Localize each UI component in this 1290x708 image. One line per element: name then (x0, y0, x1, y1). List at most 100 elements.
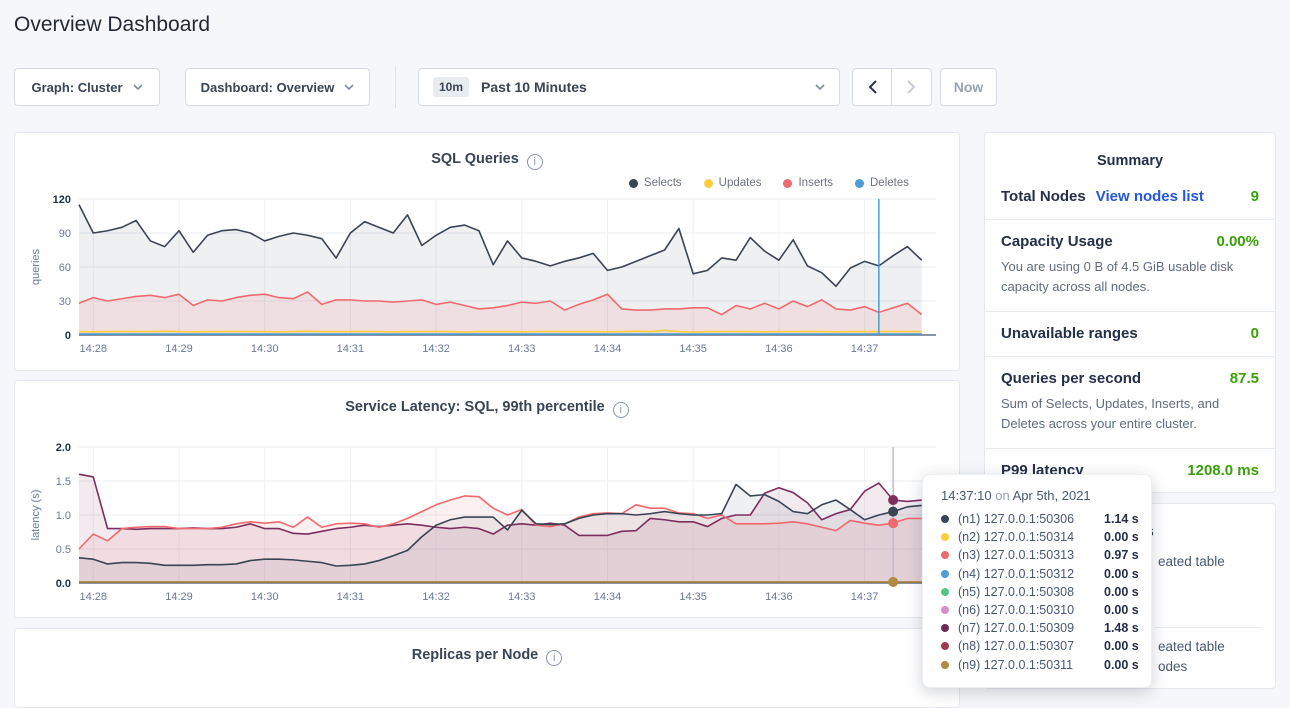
svg-text:14:34: 14:34 (594, 343, 622, 355)
series-dot (941, 642, 949, 650)
svg-text:14:31: 14:31 (337, 343, 365, 355)
summary-panel: Summary Total Nodes View nodes list 9 Ca… (984, 132, 1276, 493)
svg-text:queries: queries (30, 248, 42, 285)
page-title: Overview Dashboard (14, 13, 210, 37)
time-range-label: Past 10 Minutes (481, 79, 587, 95)
summary-row-total-nodes: Total Nodes View nodes list 9 (985, 175, 1275, 220)
svg-text:0.0: 0.0 (56, 578, 71, 590)
capacity-description: You are using 0 B of 4.5 GiB usable disk… (1001, 257, 1259, 297)
series-dot (941, 515, 949, 523)
chevron-down-icon (344, 84, 354, 90)
svg-text:90: 90 (59, 228, 71, 240)
tooltip-node-value: 0.00 s (1104, 585, 1139, 599)
time-range-dropdown[interactable]: 10m Past 10 Minutes (418, 68, 840, 106)
sql-queries-plot[interactable]: 030609012014:2814:2914:3014:3114:3214:33… (15, 133, 961, 372)
svg-text:14:29: 14:29 (165, 343, 193, 355)
total-nodes-label: Total Nodes (1001, 188, 1086, 205)
svg-text:14:28: 14:28 (80, 591, 108, 603)
replicas-per-node-title: Replicas per Nodei (15, 647, 959, 666)
svg-text:14:30: 14:30 (251, 591, 279, 603)
tooltip-node-address: (n1) 127.0.0.1:50306 (958, 512, 1104, 526)
series-dot (941, 606, 949, 614)
tooltip-node-address: (n6) 127.0.0.1:50310 (958, 603, 1104, 617)
time-range-badge: 10m (433, 77, 469, 97)
series-dot (941, 661, 949, 669)
dashboard-dropdown[interactable]: Dashboard: Overview (185, 68, 370, 106)
tooltip-node-value: 1.48 s (1104, 621, 1139, 635)
capacity-value: 0.00% (1216, 233, 1259, 250)
tooltip-node-row: (n2) 127.0.0.1:503140.00 s (941, 528, 1151, 546)
replicas-per-node-card: Replicas per Nodei (14, 628, 960, 708)
graph-dropdown-label: Graph: Cluster (31, 80, 122, 95)
svg-text:1.5: 1.5 (56, 476, 71, 488)
svg-text:14:35: 14:35 (679, 591, 707, 603)
tooltip-node-row: (n9) 127.0.0.1:503110.00 s (941, 656, 1151, 674)
tooltip-node-address: (n7) 127.0.0.1:50309 (958, 621, 1104, 635)
events-divider (1155, 627, 1261, 628)
unavailable-ranges-value: 0 (1251, 325, 1259, 342)
dashboard-dropdown-label: Dashboard: Overview (201, 80, 335, 95)
tooltip-node-value: 0.97 s (1104, 548, 1139, 562)
tooltip-node-value: 1.14 s (1104, 512, 1139, 526)
svg-text:14:36: 14:36 (765, 591, 793, 603)
series-dot (941, 624, 949, 632)
series-dot (941, 570, 949, 578)
total-nodes-value: 9 (1251, 188, 1259, 205)
tooltip-node-address: (n4) 127.0.0.1:50312 (958, 567, 1104, 581)
tooltip-node-value: 0.00 s (1104, 639, 1139, 653)
tooltip-node-row: (n6) 127.0.0.1:503100.00 s (941, 601, 1151, 619)
service-latency-plot[interactable]: 0.00.51.01.52.014:2814:2914:3014:3114:32… (15, 381, 961, 619)
svg-text:14:31: 14:31 (337, 591, 365, 603)
svg-text:60: 60 (59, 262, 71, 274)
svg-text:0: 0 (65, 330, 71, 342)
p99-latency-value: 1208.0 ms (1187, 462, 1259, 479)
chevron-right-icon (907, 80, 916, 94)
svg-text:14:29: 14:29 (165, 591, 193, 603)
qps-description: Sum of Selects, Updates, Inserts, and De… (1001, 394, 1259, 434)
time-forward-button[interactable] (892, 68, 932, 106)
unavailable-ranges-label: Unavailable ranges (1001, 325, 1138, 342)
summary-row-qps: Queries per second 87.5 Sum of Selects, … (985, 357, 1275, 449)
svg-text:14:28: 14:28 (80, 343, 108, 355)
svg-text:14:35: 14:35 (679, 343, 707, 355)
series-dot (941, 551, 949, 559)
event-text-fragment[interactable]: odes (1158, 659, 1187, 674)
svg-text:0.5: 0.5 (56, 544, 71, 556)
qps-value: 87.5 (1230, 370, 1259, 387)
tooltip-node-row: (n1) 127.0.0.1:503061.14 s (941, 510, 1151, 528)
svg-text:2.0: 2.0 (56, 442, 71, 454)
svg-text:14:33: 14:33 (508, 591, 536, 603)
chevron-left-icon (868, 80, 877, 94)
series-dot (941, 533, 949, 541)
time-back-button[interactable] (852, 68, 892, 106)
graph-dropdown[interactable]: Graph: Cluster (14, 68, 160, 106)
svg-text:14:32: 14:32 (422, 343, 450, 355)
tooltip-node-row: (n8) 127.0.0.1:503070.00 s (941, 637, 1151, 655)
tooltip-node-address: (n2) 127.0.0.1:50314 (958, 530, 1104, 544)
svg-text:latency (s): latency (s) (30, 490, 42, 541)
summary-heading: Summary (985, 133, 1275, 175)
tooltip-node-row: (n5) 127.0.0.1:503080.00 s (941, 583, 1151, 601)
tooltip-node-value: 0.00 s (1104, 530, 1139, 544)
info-icon[interactable]: i (546, 650, 562, 666)
now-button[interactable]: Now (940, 68, 997, 106)
tooltip-node-address: (n3) 127.0.0.1:50313 (958, 548, 1104, 562)
series-dot (941, 588, 949, 596)
chart-hover-tooltip: 14:37:10 on Apr 5th, 2021 (n1) 127.0.0.1… (922, 474, 1152, 688)
capacity-label: Capacity Usage (1001, 233, 1113, 250)
svg-text:14:30: 14:30 (251, 343, 279, 355)
event-text-fragment[interactable]: eated table (1158, 554, 1225, 569)
tooltip-timestamp: 14:37:10 on Apr 5th, 2021 (941, 488, 1151, 503)
svg-text:14:33: 14:33 (508, 343, 536, 355)
service-latency-card: Service Latency: SQL, 99th percentilei 0… (14, 380, 960, 618)
summary-row-unavailable-ranges: Unavailable ranges 0 (985, 312, 1275, 357)
controls-divider (395, 66, 396, 108)
tooltip-node-value: 0.00 s (1104, 567, 1139, 581)
svg-text:1.0: 1.0 (56, 510, 71, 522)
qps-label: Queries per second (1001, 370, 1141, 387)
tooltip-node-address: (n8) 127.0.0.1:50307 (958, 639, 1104, 653)
view-nodes-list-link[interactable]: View nodes list (1096, 188, 1204, 205)
event-text-fragment[interactable]: eated table (1158, 639, 1225, 654)
tooltip-node-address: (n5) 127.0.0.1:50308 (958, 585, 1104, 599)
chevron-down-icon (133, 84, 143, 90)
